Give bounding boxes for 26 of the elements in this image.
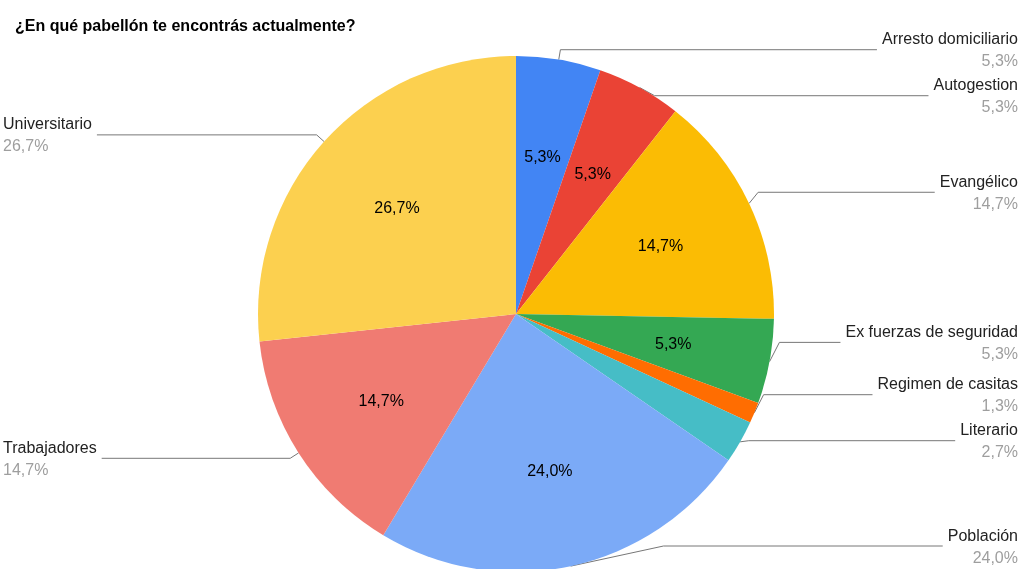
data-label: 2,7% (981, 443, 1018, 461)
data-label: 5,3% (574, 165, 611, 183)
text: 26,7% (3, 137, 49, 155)
data-label: 5,3% (524, 147, 561, 165)
slice-label: Autogestion (933, 76, 1018, 94)
slice-label: Literario (960, 421, 1019, 439)
data-label: 5,3% (654, 334, 692, 352)
data-label: 14,7% (637, 236, 684, 254)
text: 24,0% (972, 548, 1018, 566)
text: 5,3% (981, 344, 1018, 362)
slice-label: Regimen de casitas (877, 375, 1018, 393)
slice-label: Trabajadores (3, 438, 97, 456)
slice-label: Población (947, 526, 1018, 544)
slice-label: Universitario (3, 115, 93, 133)
chart-title: ¿En qué pabellón te encontrás actualmente? (15, 16, 356, 34)
data-label: 24,0% (527, 461, 573, 479)
slice-label: Arresto domiciliario (881, 30, 1019, 48)
data-label: 14,7% (358, 391, 404, 409)
text: 5,3% (981, 98, 1018, 116)
text: 14,7% (3, 460, 49, 478)
slice-label: Ex fuerzas de seguridad (845, 322, 1018, 340)
data-label: 1,3% (981, 397, 1018, 415)
text: 14,7% (972, 194, 1018, 212)
slice-label: Evangélico (939, 172, 1019, 190)
text: 5,3% (981, 52, 1018, 70)
data-label: 26,7% (374, 198, 420, 216)
